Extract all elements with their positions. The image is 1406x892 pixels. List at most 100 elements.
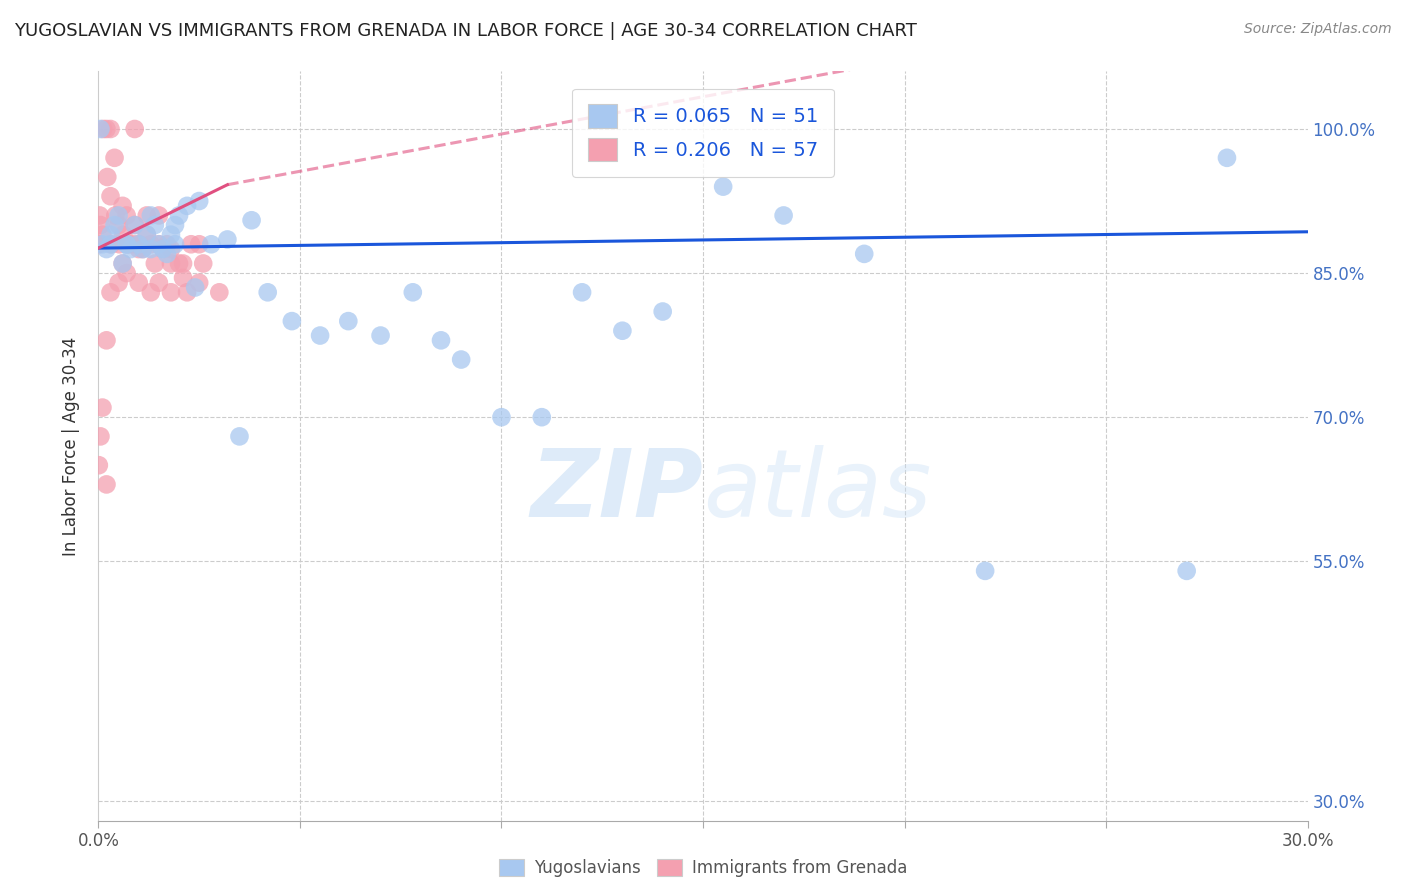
- Point: [100, 189, 122, 203]
- Point: [120, 237, 142, 252]
- Point: [530, 410, 553, 425]
- Point: [148, 209, 170, 223]
- Point: [111, 256, 134, 270]
- Text: YUGOSLAVIAN VS IMMIGRANTS FROM GRENADA IN LABOR FORCE | AGE 30-34 CORRELATION CH: YUGOSLAVIAN VS IMMIGRANTS FROM GRENADA I…: [14, 22, 917, 40]
- Point: [108, 237, 131, 252]
- Point: [124, 218, 146, 232]
- Point: [200, 237, 222, 252]
- Point: [772, 209, 794, 223]
- Point: [139, 209, 162, 223]
- Point: [107, 209, 129, 223]
- Point: [1175, 564, 1198, 578]
- Point: [188, 237, 211, 252]
- Point: [124, 122, 146, 136]
- Point: [217, 232, 239, 246]
- Text: ZIP: ZIP: [530, 445, 703, 537]
- Point: [120, 242, 142, 256]
- Point: [139, 285, 162, 300]
- Point: [111, 199, 134, 213]
- Point: [128, 237, 150, 252]
- Point: [111, 256, 134, 270]
- Point: [107, 276, 129, 290]
- Point: [112, 227, 135, 242]
- Point: [193, 256, 215, 270]
- Point: [430, 334, 453, 348]
- Point: [256, 285, 278, 300]
- Point: [711, 179, 734, 194]
- Point: [100, 237, 122, 252]
- Point: [651, 304, 673, 318]
- Point: [156, 247, 179, 261]
- Point: [128, 276, 150, 290]
- Point: [370, 328, 392, 343]
- Point: [115, 237, 138, 252]
- Point: [180, 237, 202, 252]
- Point: [188, 276, 211, 290]
- Point: [139, 237, 162, 252]
- Point: [491, 410, 513, 425]
- Point: [176, 199, 198, 213]
- Point: [91, 237, 114, 252]
- Point: [128, 242, 150, 256]
- Point: [612, 324, 634, 338]
- Point: [107, 218, 129, 232]
- Point: [87, 237, 110, 252]
- Point: [148, 237, 170, 252]
- Point: [96, 242, 118, 256]
- Point: [853, 247, 876, 261]
- Point: [100, 122, 122, 136]
- Point: [337, 314, 360, 328]
- Point: [132, 242, 155, 256]
- Point: [96, 122, 118, 136]
- Point: [402, 285, 425, 300]
- Point: [167, 209, 190, 223]
- Point: [96, 169, 118, 184]
- Point: [309, 328, 332, 343]
- Point: [89, 218, 111, 232]
- Point: [143, 256, 166, 270]
- Point: [281, 314, 304, 328]
- Point: [148, 276, 170, 290]
- Point: [135, 227, 157, 242]
- Y-axis label: In Labor Force | Age 30-34: In Labor Force | Age 30-34: [62, 336, 80, 556]
- Point: [104, 209, 127, 223]
- Point: [128, 237, 150, 252]
- Point: [115, 209, 138, 223]
- Point: [91, 227, 114, 242]
- Point: [156, 237, 179, 252]
- Point: [103, 151, 125, 165]
- Point: [132, 242, 155, 256]
- Point: [974, 564, 997, 578]
- Text: Source: ZipAtlas.com: Source: ZipAtlas.com: [1244, 22, 1392, 37]
- Point: [91, 401, 114, 415]
- Point: [89, 429, 111, 443]
- Point: [571, 285, 593, 300]
- Point: [188, 194, 211, 208]
- Point: [124, 218, 146, 232]
- Point: [139, 242, 162, 256]
- Point: [89, 209, 111, 223]
- Point: [115, 237, 138, 252]
- Point: [148, 237, 170, 252]
- Point: [176, 285, 198, 300]
- Point: [89, 122, 111, 136]
- Point: [152, 242, 174, 256]
- Point: [228, 429, 250, 443]
- Legend: Yugoslavians, Immigrants from Grenada: Yugoslavians, Immigrants from Grenada: [492, 852, 914, 884]
- Point: [160, 242, 183, 256]
- Point: [240, 213, 263, 227]
- Point: [96, 334, 118, 348]
- Point: [152, 242, 174, 256]
- Point: [115, 266, 138, 280]
- Point: [184, 280, 207, 294]
- Point: [172, 256, 194, 270]
- Point: [163, 218, 186, 232]
- Point: [160, 256, 183, 270]
- Point: [143, 218, 166, 232]
- Point: [160, 285, 183, 300]
- Point: [124, 237, 146, 252]
- Text: atlas: atlas: [703, 445, 931, 536]
- Point: [450, 352, 472, 367]
- Legend: R = 0.065   N = 51, R = 0.206   N = 57: R = 0.065 N = 51, R = 0.206 N = 57: [572, 88, 834, 177]
- Point: [167, 256, 190, 270]
